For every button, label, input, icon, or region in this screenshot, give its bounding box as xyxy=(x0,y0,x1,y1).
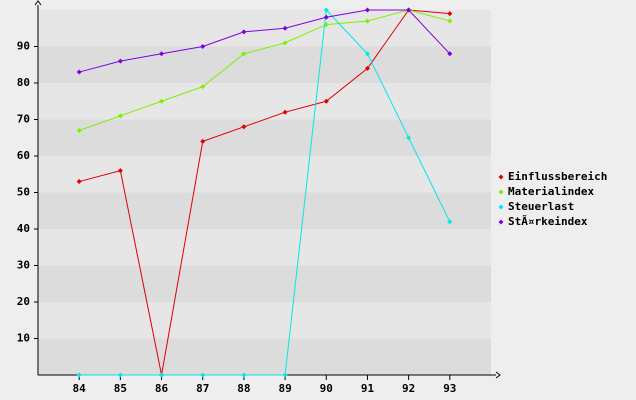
data-point xyxy=(159,98,165,104)
legend-marker xyxy=(498,174,504,180)
data-point xyxy=(117,168,123,174)
grid-band xyxy=(38,302,491,339)
data-point xyxy=(323,98,329,104)
x-tick-label: 90 xyxy=(320,382,333,395)
data-point xyxy=(447,219,453,225)
legend-label: Materialindex xyxy=(508,185,594,198)
data-point xyxy=(200,372,206,378)
data-point xyxy=(447,18,453,24)
grid-band xyxy=(38,119,491,156)
data-point xyxy=(323,14,329,20)
data-point xyxy=(117,113,123,119)
data-point xyxy=(364,51,370,57)
legend-label: StÃ¤rkeindex xyxy=(508,215,588,228)
data-point xyxy=(200,84,206,90)
data-point xyxy=(76,372,82,378)
data-point xyxy=(76,69,82,75)
grid-band xyxy=(38,192,491,229)
grid-band xyxy=(38,156,491,193)
data-point xyxy=(117,58,123,64)
x-tick-label: 89 xyxy=(278,382,291,395)
legend-marker xyxy=(498,189,504,195)
legend-marker xyxy=(498,219,504,225)
data-point xyxy=(76,179,82,185)
x-tick-label: 85 xyxy=(114,382,127,395)
legend-label: Steuerlast xyxy=(508,200,574,213)
y-tick-label: 80 xyxy=(17,76,30,89)
y-tick-label: 90 xyxy=(17,40,30,53)
y-tick-label: 40 xyxy=(17,222,30,235)
x-axis-arrow xyxy=(495,371,501,379)
data-point xyxy=(282,109,288,115)
data-point xyxy=(406,135,412,141)
grid-band xyxy=(38,46,491,83)
data-point xyxy=(241,372,247,378)
data-point xyxy=(364,7,370,13)
data-point xyxy=(241,124,247,130)
x-tick-label: 93 xyxy=(443,382,456,395)
grid-band xyxy=(38,83,491,120)
x-tick-label: 87 xyxy=(196,382,209,395)
data-point xyxy=(200,44,206,49)
y-tick-label: 10 xyxy=(17,332,30,345)
series-line xyxy=(79,8,451,376)
x-tick-label: 84 xyxy=(73,382,87,395)
y-tick-label: 30 xyxy=(17,259,30,272)
y-tick-label: 20 xyxy=(17,295,30,308)
data-point xyxy=(200,138,206,144)
data-point xyxy=(117,372,123,378)
series-line xyxy=(79,9,450,131)
data-point xyxy=(159,51,165,57)
y-tick-label: 50 xyxy=(17,186,30,199)
data-point xyxy=(447,11,453,17)
x-tick-label: 91 xyxy=(361,382,375,395)
grid-band xyxy=(38,338,491,375)
x-tick-label: 86 xyxy=(155,382,169,395)
data-point xyxy=(159,372,165,378)
grid-band xyxy=(38,10,491,47)
data-point xyxy=(364,18,370,24)
legend-marker xyxy=(498,204,504,210)
grid-band xyxy=(38,229,491,266)
grid-band xyxy=(38,265,491,302)
data-point xyxy=(241,51,247,57)
data-point xyxy=(241,29,247,35)
data-point xyxy=(447,51,453,57)
y-tick-label: 60 xyxy=(17,149,30,162)
data-point xyxy=(282,25,288,31)
data-point xyxy=(364,65,370,71)
series-line xyxy=(79,9,450,376)
data-point xyxy=(406,7,412,13)
data-point xyxy=(282,372,288,378)
data-point xyxy=(282,40,288,46)
legend-label: Einflussbereich xyxy=(508,170,607,183)
y-axis-arrow xyxy=(34,0,42,6)
data-point xyxy=(323,7,329,13)
x-tick-label: 88 xyxy=(237,382,250,395)
y-tick-label: 70 xyxy=(17,113,30,126)
data-point xyxy=(76,127,82,133)
x-tick-label: 92 xyxy=(402,382,415,395)
series-line xyxy=(79,9,451,73)
